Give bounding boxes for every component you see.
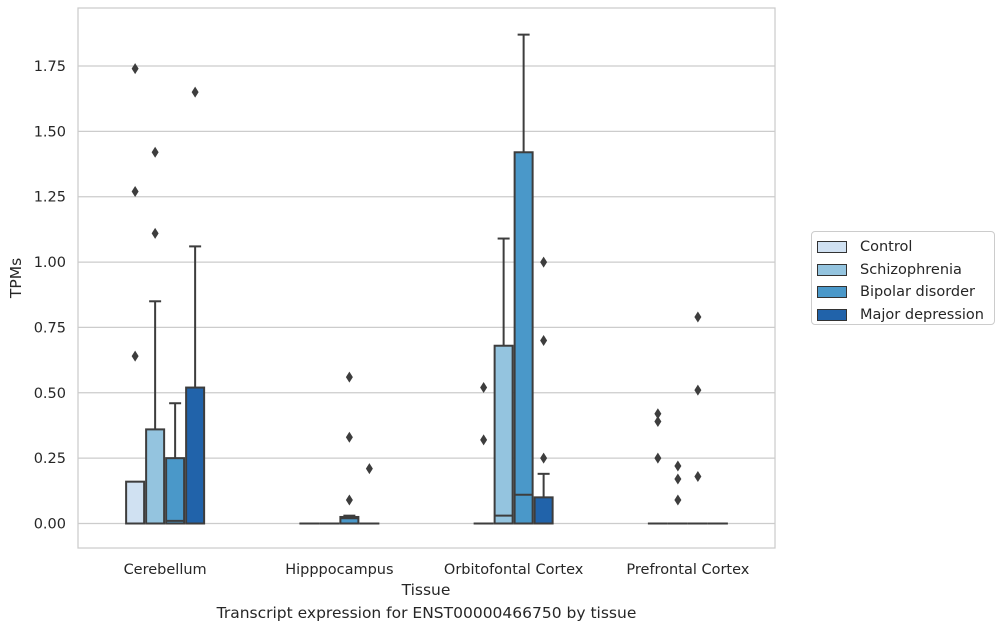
x-tick-label: Cerebellum [124,562,207,578]
y-tick-label: 0.25 [34,451,66,467]
legend-label: Control [860,239,913,256]
outlier-point [480,434,488,446]
box-group [359,463,380,525]
outlier-point [480,382,488,394]
legend-item: Bipolar disorder [817,281,994,304]
y-tick-label: 1.75 [34,59,66,75]
outlier-point [131,185,139,197]
legend-item: Major depression [817,304,994,327]
box-group [185,86,206,525]
box [493,344,514,525]
outlier-point [654,452,662,464]
x-tick-label: Prefrontal Cortex [626,562,749,578]
outlier-point [151,146,159,158]
box [339,515,360,525]
y-axis-ticks: 0.00 0.25 0.50 0.75 1.00 1.25 1.50 1.75 [34,59,66,533]
outlier-point [694,311,702,323]
outlier-point [345,431,353,443]
box [185,386,206,525]
box-group [339,371,360,525]
box-group [647,408,668,525]
x-axis-title: Tissue [401,581,451,599]
legend: Control Schizophrenia Bipolar disorder Majo… [811,231,995,325]
box [125,480,146,525]
legend-label: Schizophrenia [860,261,962,278]
x-tick-label: Orbitofontal Cortex [444,562,584,578]
legend-item: Schizophrenia [817,259,994,282]
y-tick-label: 0.75 [34,320,66,336]
box-group [125,63,146,525]
legend-swatch [817,241,847,254]
outlier-point [674,494,682,506]
outlier-point [151,227,159,239]
outlier-point [654,416,662,428]
box-group [667,460,688,525]
box [513,151,534,525]
box-group [533,256,554,525]
outlier-point [131,63,139,75]
box-group [513,33,534,525]
box-group [493,237,514,525]
x-tick-label: Hipppocampus [285,562,393,578]
outlier-point [540,256,548,268]
outlier-point [694,384,702,396]
gridlines [78,65,775,525]
outlier-point [191,86,199,98]
legend-swatch [817,263,847,276]
plot-area-frame [77,7,776,549]
boxes [125,33,728,525]
box [533,496,554,525]
outlier-point [654,408,662,420]
outlier-point [674,460,682,472]
y-tick-label: 1.00 [34,255,66,271]
outlier-point [540,452,548,464]
outlier-point [345,494,353,506]
y-tick-label: 1.25 [34,190,66,206]
box-group [145,146,166,525]
box-group [165,402,186,525]
outlier-point [694,470,702,482]
box [165,457,186,525]
x-axis-ticks: Cerebellum Hipppocampus Orbitofontal Corte… [124,562,750,578]
outlier-point [674,473,682,485]
legend-swatch [817,308,847,321]
box-group [473,382,494,525]
legend-label: Bipolar disorder [860,284,975,301]
box-group [687,311,708,525]
outlier-point [131,350,139,362]
y-tick-label: 1.50 [34,124,66,140]
outlier-point [540,335,548,346]
y-tick-label: 0.50 [34,386,66,402]
box [145,428,166,525]
chart-title: Transcript expression for ENST0000046675… [216,604,637,622]
y-axis-title: TPMs [7,258,25,299]
outlier-point [365,463,373,475]
y-tick-label: 0.00 [34,517,66,533]
legend-swatch [817,286,847,299]
outlier-point [345,371,353,383]
legend-item: Control [817,236,994,259]
legend-label: Major depression [860,306,984,323]
